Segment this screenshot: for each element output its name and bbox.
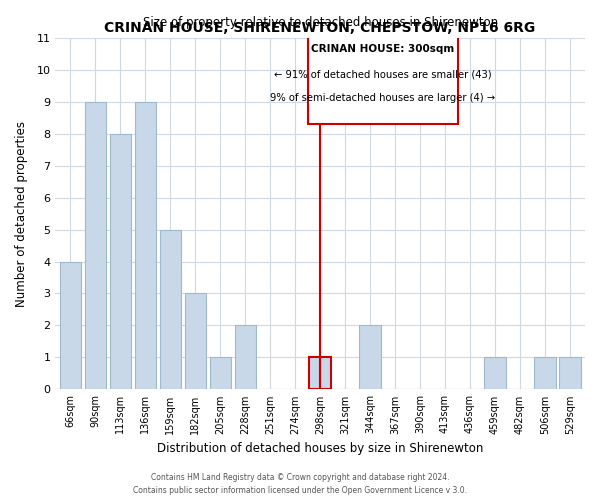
Bar xyxy=(359,326,380,390)
FancyBboxPatch shape xyxy=(308,31,458,124)
Y-axis label: Number of detached properties: Number of detached properties xyxy=(15,120,28,306)
Bar xyxy=(559,358,581,390)
X-axis label: Distribution of detached houses by size in Shirenewton: Distribution of detached houses by size … xyxy=(157,442,483,455)
Title: CRINAN HOUSE, SHIRENEWTON, CHEPSTOW, NP16 6RG: CRINAN HOUSE, SHIRENEWTON, CHEPSTOW, NP1… xyxy=(104,21,536,35)
Text: ← 91% of detached houses are smaller (43): ← 91% of detached houses are smaller (43… xyxy=(274,70,491,80)
Bar xyxy=(85,102,106,390)
Bar xyxy=(160,230,181,390)
Bar xyxy=(310,358,331,390)
Bar xyxy=(185,294,206,390)
Text: Size of property relative to detached houses in Shirenewton: Size of property relative to detached ho… xyxy=(143,16,497,29)
Text: 9% of semi-detached houses are larger (4) →: 9% of semi-detached houses are larger (4… xyxy=(270,94,495,104)
Text: CRINAN HOUSE: 300sqm: CRINAN HOUSE: 300sqm xyxy=(311,44,454,54)
Bar xyxy=(59,262,81,390)
Bar xyxy=(484,358,506,390)
Bar xyxy=(110,134,131,390)
Bar xyxy=(235,326,256,390)
Bar xyxy=(134,102,156,390)
Text: Contains HM Land Registry data © Crown copyright and database right 2024.
Contai: Contains HM Land Registry data © Crown c… xyxy=(133,474,467,495)
Bar xyxy=(209,358,231,390)
Bar xyxy=(535,358,556,390)
